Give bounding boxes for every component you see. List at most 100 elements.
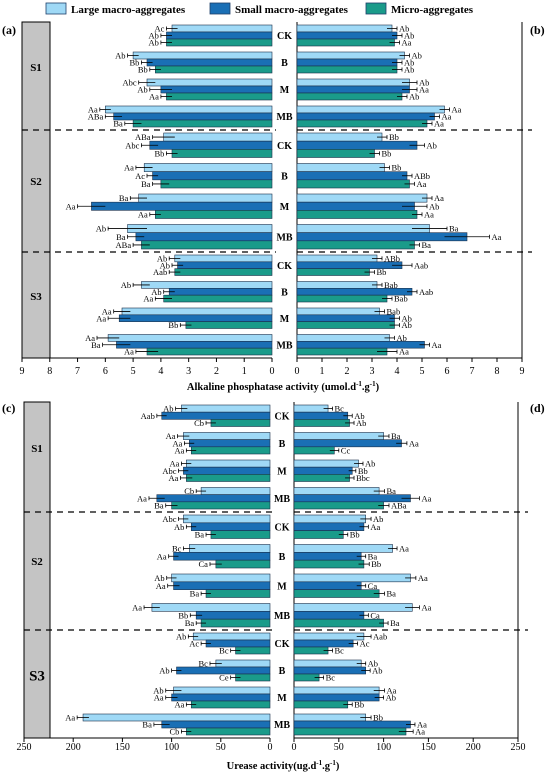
left-significance-label: Ab	[174, 522, 184, 532]
right-bar	[296, 78, 410, 87]
left-bar	[200, 487, 271, 495]
treatment-label: CK	[277, 261, 292, 272]
enzyme-chart-top: (a) (b)S1CKAcAbAbAbAbAaBAbBbBbAbAbAbMAbcA…	[2, 21, 545, 393]
right-significance-label: Aa	[402, 38, 412, 48]
left-significance-label: Aa	[137, 493, 147, 503]
right-bar	[296, 347, 388, 356]
right-significance-label: Aa	[399, 347, 409, 357]
x-axis-label-end: )	[336, 761, 340, 772]
left-significance-label: Aa	[157, 551, 167, 561]
right-bar	[293, 686, 380, 695]
right-significance-label: Ba	[390, 618, 400, 628]
left-significance-label: Aa	[170, 459, 180, 469]
right-bar	[296, 232, 468, 242]
right-significance-label: Ba	[368, 551, 378, 561]
left-significance-label: Ab	[96, 224, 106, 234]
right-bar	[293, 404, 329, 413]
right-significance-label: Aa	[434, 193, 444, 203]
left-tick-label: 8	[47, 366, 52, 377]
right-tick-label: 50	[334, 742, 344, 753]
left-significance-label: Aa	[138, 209, 148, 219]
left-tick-label: 150	[115, 742, 130, 753]
left-significance-label: Ab	[121, 280, 131, 290]
section-label: S2	[31, 556, 43, 568]
treatment-label: CK	[275, 522, 290, 533]
right-tick-label: 8	[495, 366, 500, 377]
right-significance-label: Ba	[391, 431, 401, 441]
left-tick-label: 1	[242, 366, 247, 377]
left-significance-label: Bb	[138, 65, 148, 75]
treatment-label: B	[279, 552, 286, 563]
right-bar	[296, 105, 445, 114]
left-significance-label: Bc	[219, 646, 229, 656]
left-bar	[185, 321, 273, 329]
left-significance-label: Ba	[195, 530, 205, 540]
right-tick-label: 4	[395, 366, 400, 377]
left-bar	[121, 307, 273, 316]
right-significance-label: Aab	[414, 260, 428, 270]
right-tick-label: 200	[466, 742, 481, 753]
left-bar	[200, 618, 271, 628]
right-significance-label: Bc	[326, 673, 336, 683]
left-significance-label: Ba	[185, 618, 195, 628]
right-bar	[293, 530, 344, 539]
left-significance-label: Aa	[174, 700, 184, 710]
left-bar	[163, 294, 273, 303]
right-significance-label: Aa	[432, 340, 442, 350]
right-significance-label: Ab	[404, 58, 414, 68]
left-significance-label: Aa	[66, 201, 76, 211]
left-significance-label: Bb	[155, 148, 165, 158]
right-bar	[296, 65, 398, 74]
left-bar	[210, 530, 271, 539]
left-significance-label: Ca	[199, 559, 209, 569]
left-significance-label: Ab	[160, 260, 170, 270]
treatment-label: MB	[276, 340, 292, 351]
left-bar	[183, 514, 271, 524]
right-significance-label: Aa	[421, 493, 431, 503]
right-significance-label: Aa	[492, 232, 502, 242]
right-significance-label: ABa	[391, 500, 407, 510]
right-bar	[293, 727, 407, 736]
left-significance-label: Aa	[154, 693, 164, 703]
treatment-label: CK	[275, 411, 290, 422]
right-bar	[296, 224, 430, 233]
right-bar	[293, 487, 380, 495]
left-significance-label: Ba	[91, 340, 101, 350]
right-significance-label: Aa	[434, 119, 444, 129]
right-bar	[293, 514, 366, 524]
right-bar	[296, 58, 398, 67]
left-bar	[171, 24, 273, 33]
left-tick-label: 2	[214, 366, 219, 377]
left-significance-label: ABa	[116, 240, 132, 250]
x-axis-label: Alkaline phosphatase activity (umol.d-1.…	[187, 380, 380, 393]
left-significance-label: Ba	[154, 500, 164, 510]
right-tick-label: 0	[292, 742, 297, 753]
left-bar	[174, 268, 273, 276]
left-tick-label: 3	[186, 366, 191, 377]
right-bar	[293, 411, 349, 420]
right-significance-label: Ab	[356, 418, 366, 428]
legend-swatch-1	[209, 2, 231, 15]
left-bar	[174, 254, 273, 263]
right-significance-label: Bc	[335, 646, 345, 656]
left-tick-label: 0	[270, 366, 275, 377]
left-significance-label: Bb	[178, 610, 188, 620]
left-significance-label: Ba	[142, 720, 152, 730]
legend: Large macro-aggregates Small macro-aggreg…	[45, 2, 474, 16]
right-bar	[296, 31, 398, 40]
right-bar	[293, 618, 384, 628]
right-bar	[293, 573, 411, 583]
right-bar	[293, 419, 350, 427]
right-bar	[296, 51, 405, 60]
left-significance-label: Aab	[141, 411, 155, 421]
left-bar	[163, 132, 273, 142]
left-bar	[146, 58, 273, 67]
left-significance-label: Ac	[189, 639, 199, 649]
left-bar	[146, 347, 273, 356]
right-significance-label: Cc	[341, 445, 351, 455]
left-significance-label: Ba	[119, 193, 129, 203]
left-significance-label: Aa	[85, 333, 95, 343]
left-significance-label: Aa	[65, 713, 75, 723]
